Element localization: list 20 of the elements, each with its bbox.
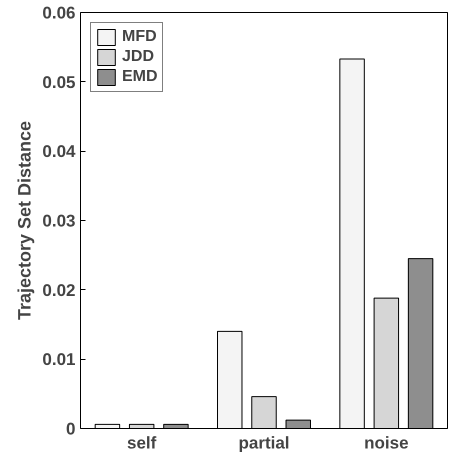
bar [217,330,242,428]
y-tick-label: 0.01 [42,350,76,370]
bar [251,396,277,428]
legend-label: JDD [122,48,154,66]
x-tick-label: noise [364,434,409,452]
x-tick-label: self [127,434,157,452]
legend-label: MFD [122,28,157,46]
legend-label: EMD [122,68,158,86]
y-tick-label: 0 [66,420,76,438]
y-tick-label: 0.04 [42,142,76,162]
y-axis-title: Trajectory Set Distance [14,120,34,320]
y-tick-label: 0.03 [42,212,76,230]
y-tick-label: 0.05 [42,72,76,92]
bar [286,420,311,428]
y-tick-label: 0.06 [42,4,76,22]
bar [339,58,365,428]
x-tick-label: partial [238,434,290,452]
bar [374,298,400,428]
y-tick-label: 0.02 [42,280,76,300]
bar [408,258,434,428]
